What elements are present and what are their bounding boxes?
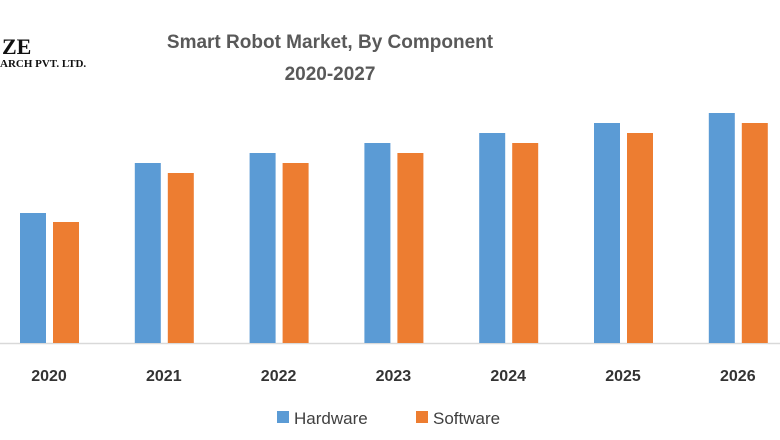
bar-hardware-2021 xyxy=(134,163,161,343)
x-tick-label: 2023 xyxy=(376,368,412,385)
legend-label-software: Software xyxy=(433,409,500,428)
logo-text: ZE xyxy=(2,34,32,59)
bar-software-2021 xyxy=(167,173,194,343)
legend-swatch-software xyxy=(416,411,428,423)
bar-software-2024 xyxy=(512,143,539,343)
bar-software-2022 xyxy=(282,163,309,343)
x-tick-label: 2026 xyxy=(720,368,756,385)
bar-hardware-2022 xyxy=(249,153,276,343)
legend-label-hardware: Hardware xyxy=(294,409,368,428)
x-tick-label: 2020 xyxy=(31,368,67,385)
bar-hardware-2023 xyxy=(364,143,391,343)
x-tick-label: 2025 xyxy=(605,368,641,385)
chart-title: Smart Robot Market, By Component xyxy=(166,32,494,53)
x-tick-label: 2024 xyxy=(490,368,526,385)
x-tick-label: 2022 xyxy=(261,368,297,385)
bar-software-2023 xyxy=(397,153,424,343)
bar-hardware-2025 xyxy=(594,123,620,343)
bar-hardware-2020 xyxy=(20,213,46,343)
bar-hardware-2024 xyxy=(479,133,506,343)
chart-subtitle: 2020-2027 xyxy=(284,64,376,85)
bar-software-2025 xyxy=(627,133,653,343)
legend-swatch-hardware xyxy=(277,411,289,423)
bar-software-2020 xyxy=(53,222,79,343)
logo-subtext: ARCH PVT. LTD. xyxy=(0,58,87,70)
bar-software-2026 xyxy=(741,123,768,343)
x-tick-label: 2021 xyxy=(146,368,182,385)
bar-hardware-2026 xyxy=(708,113,735,343)
